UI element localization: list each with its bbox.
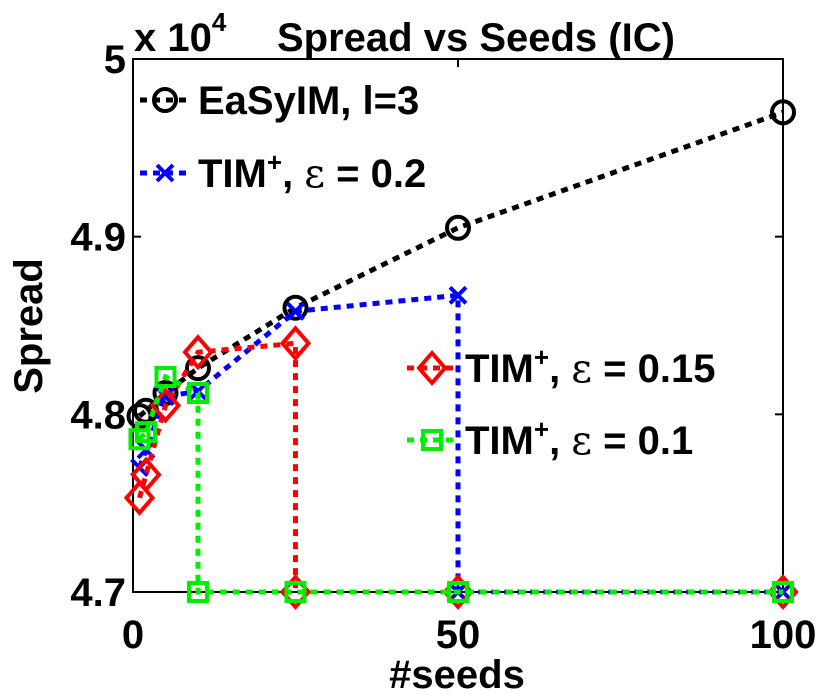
legend-label-sep: , xyxy=(549,419,571,463)
data-point xyxy=(286,301,305,321)
data-point xyxy=(447,581,469,603)
legend-label-rest: = 0.1 xyxy=(592,419,693,463)
legend-label: TIM+, ε = 0.15 xyxy=(465,342,715,392)
chart-title: Spread vs Seeds (IC) xyxy=(277,16,675,60)
y-tick-label: 4.8 xyxy=(70,393,126,437)
y-multiplier-exponent: 4 xyxy=(212,7,227,37)
legend-label-base: TIM xyxy=(465,419,534,463)
data-point xyxy=(187,382,209,405)
x-tick-label: 0 xyxy=(122,613,144,657)
legend-label: EaSyIM, l=3 xyxy=(198,79,419,123)
y-multiplier-base: x 10 xyxy=(134,16,212,60)
legend-entry: TIM+, ε = 0.2 xyxy=(140,147,426,197)
data-point xyxy=(284,581,307,603)
data-point xyxy=(123,479,156,516)
y-tick-label: 4.9 xyxy=(70,216,126,260)
data-point xyxy=(187,581,209,603)
legend-label-rest: = 0.15 xyxy=(592,347,715,391)
legend-marker xyxy=(155,163,175,183)
plot-area xyxy=(132,58,784,593)
data-point xyxy=(130,456,162,493)
x-axis-label: #seeds xyxy=(389,653,525,694)
legend-entry: TIM+, ε = 0.1 xyxy=(407,414,693,464)
data-point xyxy=(185,355,211,382)
legend-label-sep: , xyxy=(549,347,571,391)
legend-label-base: TIM xyxy=(465,347,534,391)
legend-label: TIM+, ε = 0.2 xyxy=(198,147,426,197)
legend-label: TIM+, ε = 0.1 xyxy=(465,414,693,464)
data-point xyxy=(445,214,471,241)
data-point xyxy=(182,334,214,371)
data-point xyxy=(770,99,796,126)
y-multiplier: x 104 xyxy=(134,7,227,60)
data-point xyxy=(279,325,312,362)
legend-label-greek: ε xyxy=(571,346,592,392)
series-4 xyxy=(128,366,794,603)
legend-entry: EaSyIM, l=3 xyxy=(140,79,419,123)
legend-label-sup: + xyxy=(267,147,282,177)
y-axis-label: Spread xyxy=(7,258,51,394)
legend-marker xyxy=(421,429,443,451)
legend-label-greek: ε xyxy=(304,151,325,197)
legend-label-sup: + xyxy=(534,342,549,372)
data-point xyxy=(282,294,309,321)
y-tick-label: 4.7 xyxy=(70,571,126,615)
data-point xyxy=(154,366,177,389)
data-point xyxy=(135,421,157,444)
axis-ticks: 0 50 100 4.7 4.8 4.9 5 xyxy=(70,38,816,657)
data-point xyxy=(448,285,468,305)
legend-label-greek: ε xyxy=(571,418,592,464)
data-point xyxy=(772,581,794,603)
y-tick-label: 5 xyxy=(104,38,126,82)
series-layer xyxy=(123,99,799,611)
x-tick-label: 100 xyxy=(750,613,817,657)
legend-label-rest: = 0.2 xyxy=(325,152,426,196)
legend-entry: TIM+, ε = 0.15 xyxy=(407,342,715,392)
legend-label-sup: + xyxy=(534,414,549,444)
legend-marker xyxy=(152,87,178,113)
legend-label-base: TIM xyxy=(198,152,267,196)
x-tick-label: 50 xyxy=(436,613,481,657)
legend-marker xyxy=(416,349,448,387)
legend-upper: EaSyIM, l=3 TIM+, ε = 0.2 xyxy=(140,79,426,197)
legend-label-sep: , xyxy=(282,152,304,196)
